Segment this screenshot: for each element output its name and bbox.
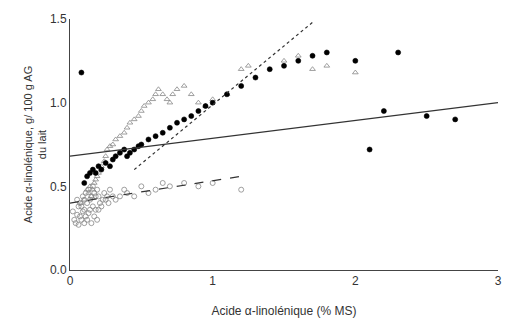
svg-text:Acide α-linolénique (% MS): Acide α-linolénique (% MS) <box>212 304 357 318</box>
svg-text:3: 3 <box>495 274 502 288</box>
svg-text:0.5: 0.5 <box>50 180 67 194</box>
svg-text:1.0: 1.0 <box>50 96 67 110</box>
svg-text:1.5: 1.5 <box>50 12 67 26</box>
svg-text:Acide α-linolénique, g/ 100 g: Acide α-linolénique, g/ 100 g AGdu lait <box>22 66 48 223</box>
svg-text:0: 0 <box>67 274 74 288</box>
svg-text:1: 1 <box>209 274 216 288</box>
svg-text:0.0: 0.0 <box>50 263 67 277</box>
svg-text:2: 2 <box>352 274 359 288</box>
